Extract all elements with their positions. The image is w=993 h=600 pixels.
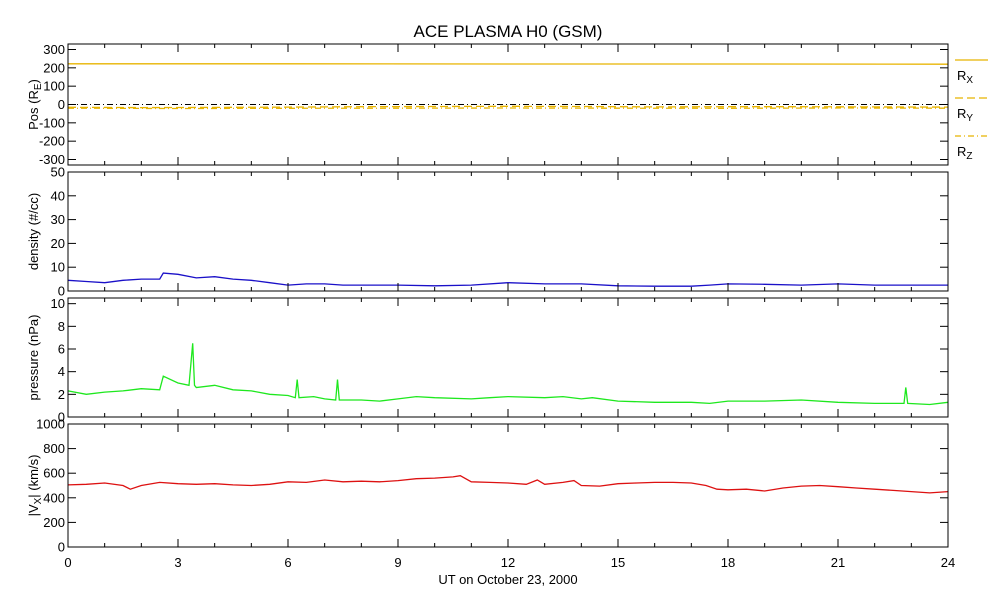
series-line-density-0 bbox=[67, 272, 948, 287]
y-tick-label-density-2: 30 bbox=[51, 212, 65, 227]
series-line-pressure-0 bbox=[67, 343, 949, 406]
legend-label-x: RX bbox=[957, 68, 973, 86]
panel-pos: 300 200 100 0 -100 -200 -300 Pos (RE) RX RY RZ bbox=[26, 42, 988, 167]
x-tick-label-2: 6 bbox=[284, 555, 291, 570]
x-tick-label-3: 9 bbox=[394, 555, 401, 570]
x-tick-label-7: 21 bbox=[831, 555, 845, 570]
x-tick-label-4: 12 bbox=[501, 555, 515, 570]
y-tick-label-pos-2: 100 bbox=[43, 79, 65, 94]
y-tick-label-pos-1: 200 bbox=[43, 60, 65, 75]
x-tick-label-8: 24 bbox=[941, 555, 955, 570]
chart-title: ACE PLASMA H0 (GSM) bbox=[414, 22, 603, 41]
y-axis-label-pos: Pos (RE) bbox=[26, 79, 44, 130]
x-tick-label-6: 18 bbox=[721, 555, 735, 570]
series-line-pos-2 bbox=[67, 107, 949, 110]
panel-frame-pressure bbox=[67, 297, 949, 418]
y-tick-label-vx-2: 600 bbox=[43, 466, 65, 481]
x-axis: 0 3 6 9 12 15 18 21 24 bbox=[64, 555, 955, 570]
y-tick-label-pos-4: -100 bbox=[39, 115, 65, 130]
y-tick-label-pressure-3: 4 bbox=[58, 364, 65, 379]
x-tick-label-5: 15 bbox=[611, 555, 625, 570]
y-tick-label-pressure-5: 0 bbox=[58, 410, 65, 425]
panel-vx: 1000 800 600 400 200 0 |VX| (km/s) bbox=[26, 417, 949, 555]
y-tick-label-vx-5: 0 bbox=[58, 540, 65, 555]
y-tick-label-density-4: 10 bbox=[51, 260, 65, 275]
legend-label-z: RZ bbox=[957, 144, 973, 162]
x-tick-label-0: 0 bbox=[64, 555, 71, 570]
y-tick-label-pos-5: -200 bbox=[39, 134, 65, 149]
y-tick-label-pressure-2: 6 bbox=[58, 342, 65, 357]
y-tick-label-vx-3: 400 bbox=[43, 490, 65, 505]
y-tick-label-vx-1: 800 bbox=[43, 441, 65, 456]
y-tick-label-pressure-0: 10 bbox=[51, 296, 65, 311]
y-tick-label-pos-3: 0 bbox=[58, 97, 65, 112]
y-tick-label-pos-6: -300 bbox=[39, 152, 65, 167]
x-tick-label-1: 3 bbox=[174, 555, 181, 570]
series-line-vx-0 bbox=[67, 475, 949, 494]
y-tick-label-vx-4: 200 bbox=[43, 515, 65, 530]
y-tick-label-vx-0: 1000 bbox=[36, 417, 65, 432]
panel-pressure: 10 8 6 4 2 0 pressure (nPa) bbox=[26, 296, 949, 425]
panel-density: 50 40 30 20 10 0 density (#/cc) bbox=[26, 165, 949, 299]
x-axis-label: UT on October 23, 2000 bbox=[438, 572, 577, 587]
y-tick-label-density-0: 50 bbox=[51, 165, 65, 180]
y-tick-label-density-5: 0 bbox=[58, 284, 65, 299]
y-axis-label-pressure: pressure (nPa) bbox=[26, 315, 41, 401]
legend-label-y: RY bbox=[957, 106, 973, 124]
y-tick-label-pos-0: 300 bbox=[43, 42, 65, 57]
y-axis-label-density: density (#/cc) bbox=[26, 193, 41, 270]
panel-frame-density bbox=[67, 171, 949, 292]
y-tick-label-pressure-4: 2 bbox=[58, 387, 65, 402]
y-tick-label-pressure-1: 8 bbox=[58, 319, 65, 334]
y-tick-label-density-1: 40 bbox=[51, 188, 65, 203]
y-tick-label-density-3: 20 bbox=[51, 236, 65, 251]
y-axis-label-vx: |VX| (km/s) bbox=[26, 455, 44, 517]
series-line-pos-1 bbox=[67, 105, 949, 109]
